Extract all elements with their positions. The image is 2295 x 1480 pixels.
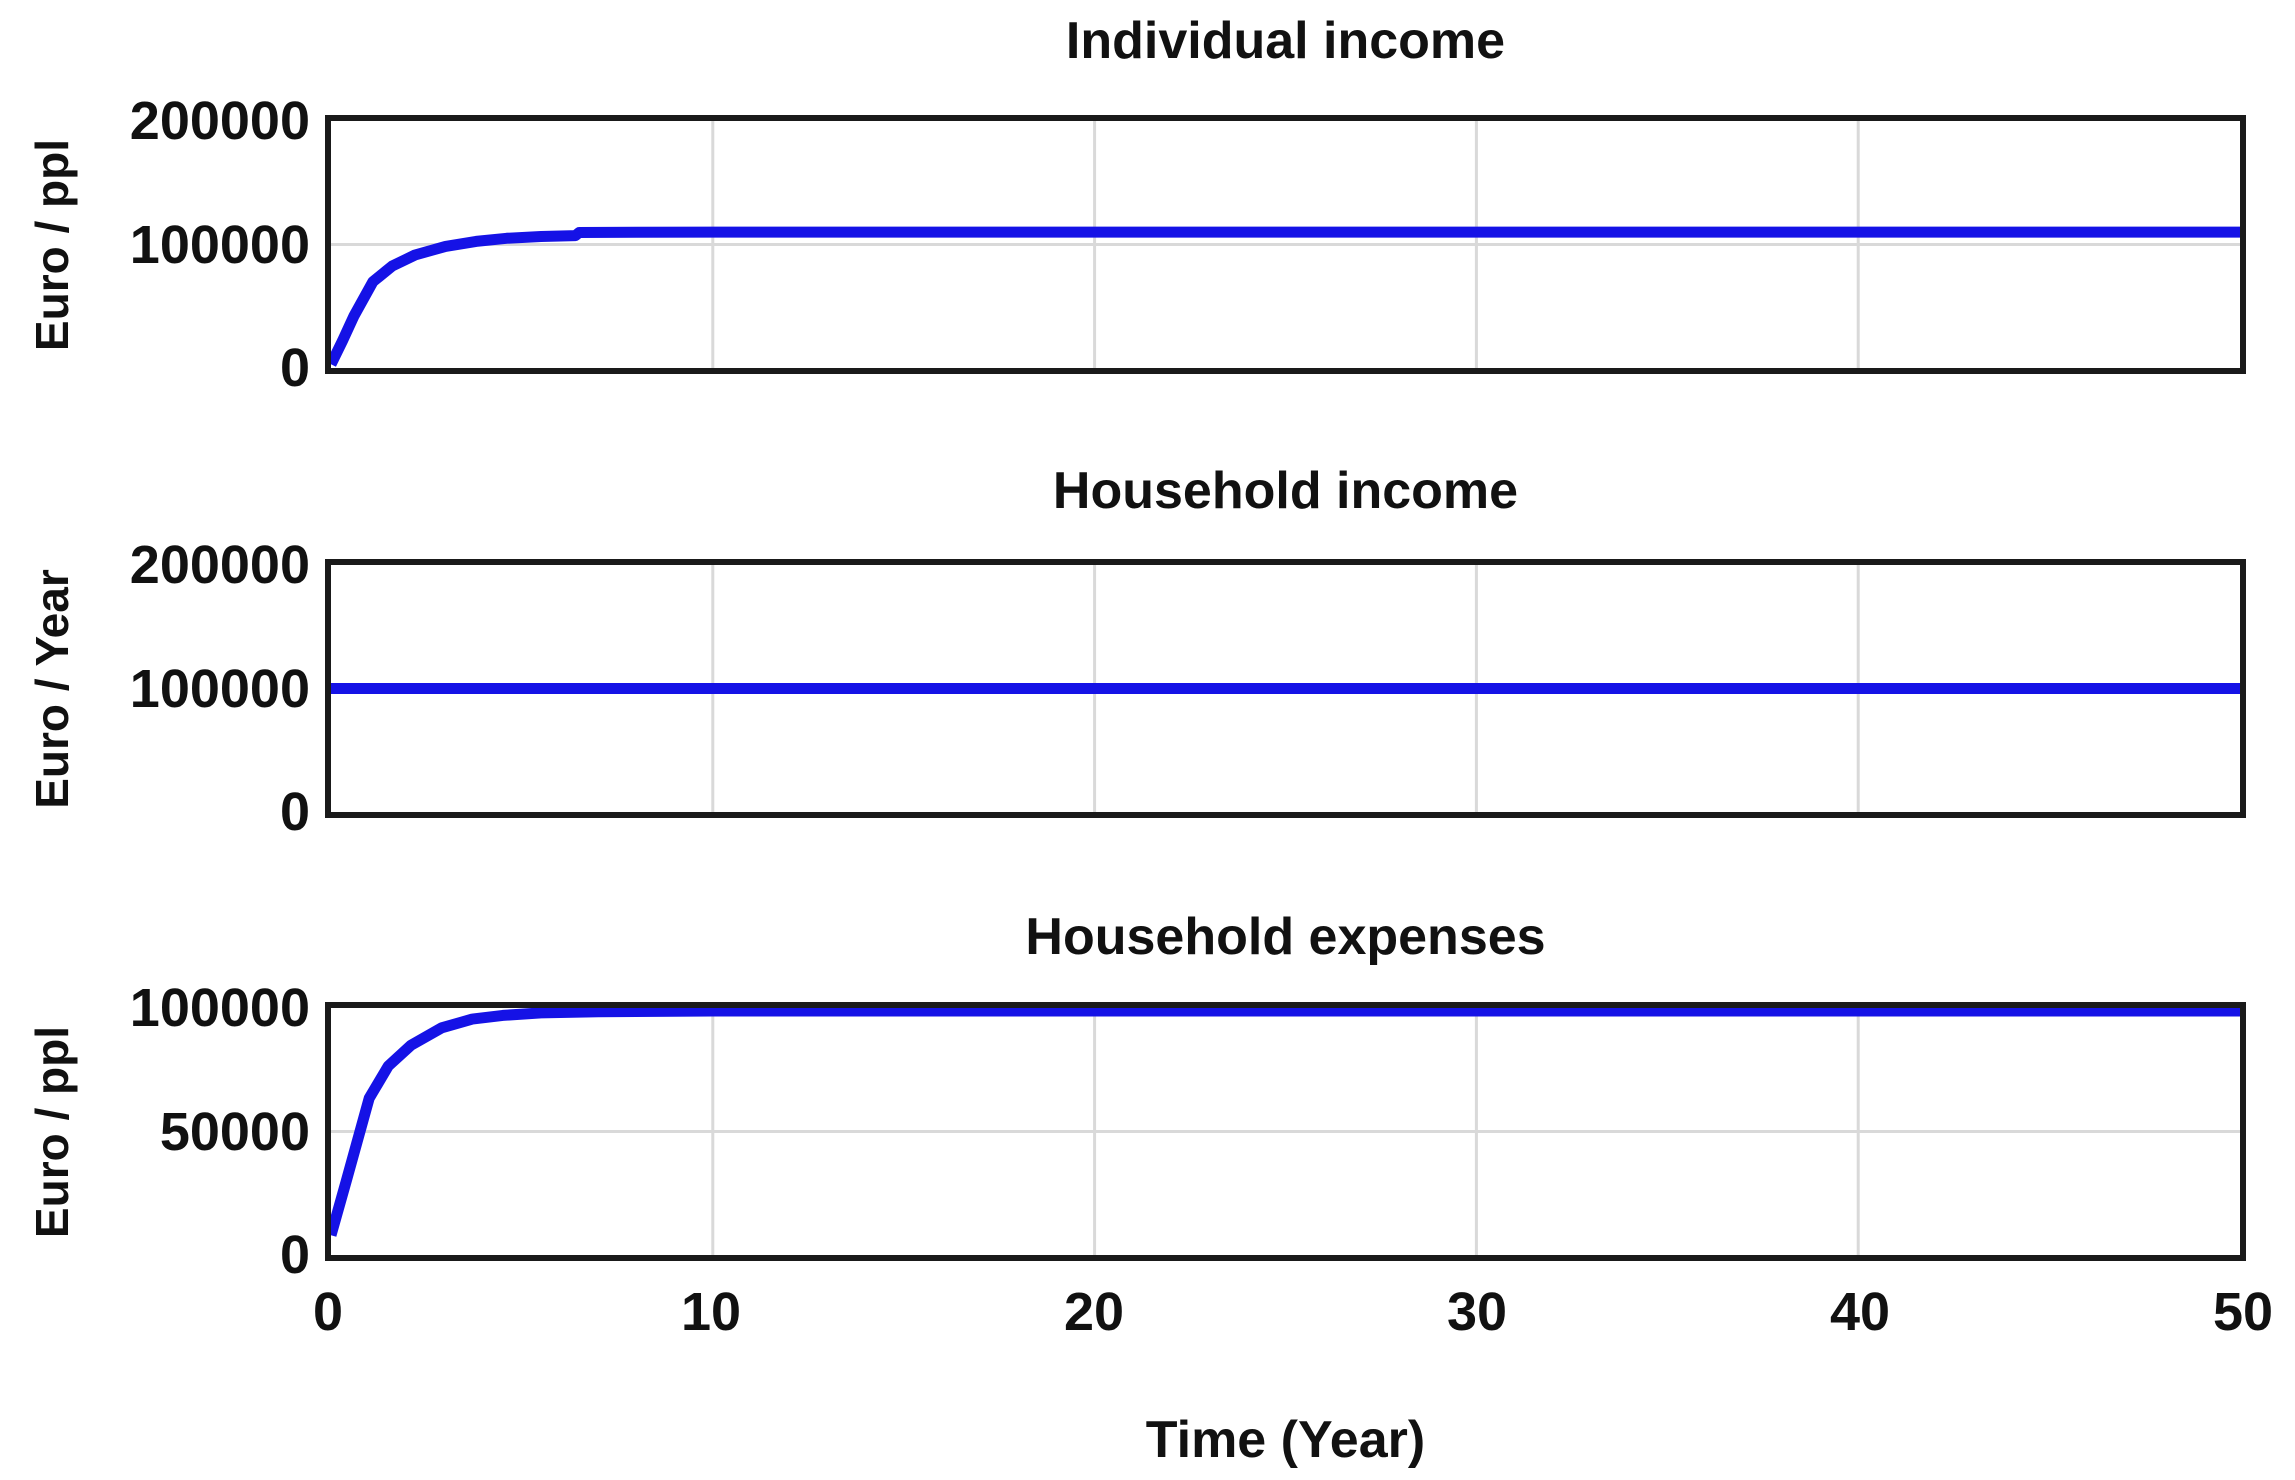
y-axis-label: Euro / ppl	[26, 1025, 78, 1239]
x-tick-label: 40	[1829, 1282, 1891, 1342]
y-tick-label: 0	[279, 338, 310, 398]
line-series-svg	[331, 565, 2240, 812]
line-series-svg	[331, 121, 2240, 368]
chart-title: Household expenses	[1025, 908, 1546, 966]
y-tick-label: 100000	[129, 978, 310, 1038]
y-axis-label: Euro / ppl	[26, 138, 78, 352]
x-tick-label: 20	[1063, 1282, 1125, 1342]
chart-title: Individual income	[1065, 12, 1506, 70]
y-tick-label: 100000	[129, 658, 310, 719]
x-tick-label: 30	[1446, 1282, 1508, 1342]
line-series-svg	[331, 1008, 2240, 1255]
x-tick-label: 50	[2212, 1282, 2274, 1342]
series-line	[331, 1008, 2240, 1237]
y-tick-label: 0	[279, 782, 310, 842]
y-axis-label: Euro / Year	[26, 569, 78, 809]
y-tick-label: 200000	[129, 91, 310, 151]
y-tick-label: 50000	[159, 1101, 310, 1162]
x-tick-label: 0	[312, 1282, 344, 1342]
plot-area	[325, 559, 2246, 818]
plot-area	[325, 1002, 2246, 1261]
x-tick-label: 10	[680, 1282, 742, 1342]
y-tick-label: 200000	[129, 535, 310, 595]
chart-title: Household income	[1052, 462, 1519, 520]
y-tick-label: 100000	[129, 214, 310, 275]
series-line	[331, 226, 2240, 367]
y-tick-label: 0	[279, 1225, 310, 1285]
x-axis-label: Time (Year)	[1145, 1411, 1426, 1469]
plot-area	[325, 115, 2246, 374]
